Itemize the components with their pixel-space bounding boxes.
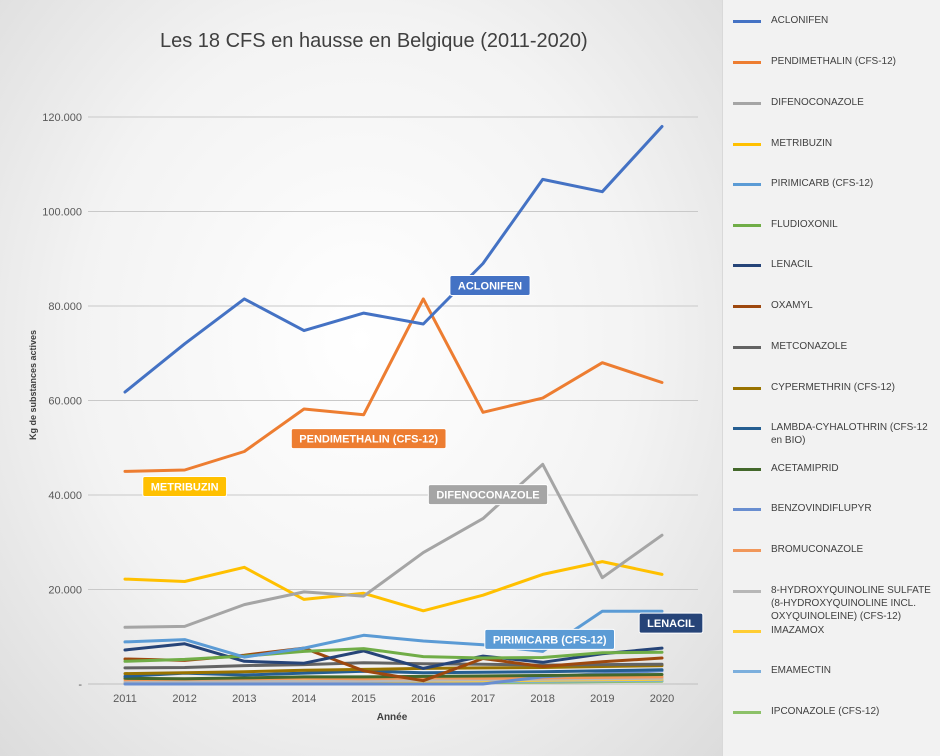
annotation-callout: PENDIMETHALIN (CFS-12) bbox=[290, 428, 447, 450]
x-tick-label: 2015 bbox=[351, 693, 375, 705]
series-line-0 bbox=[123, 125, 664, 394]
annotation-box bbox=[484, 628, 616, 650]
y-tick-label: 40.000 bbox=[48, 490, 82, 502]
series-line-10 bbox=[123, 668, 664, 678]
annotation-callout: METRIBUZIN bbox=[142, 475, 228, 497]
annotation-box bbox=[427, 484, 549, 506]
legend-swatch bbox=[733, 630, 761, 633]
y-tick-label: 20.000 bbox=[48, 585, 82, 597]
x-tick-label: 2013 bbox=[232, 693, 256, 705]
legend-label: OXAMYL bbox=[771, 300, 813, 311]
legend-swatch bbox=[733, 508, 761, 511]
annotation-callout: ACLONIFEN bbox=[449, 274, 531, 296]
legend-label: IMAZAMOX bbox=[771, 625, 825, 636]
legend-swatch bbox=[733, 711, 761, 714]
annotation-callout: PIRIMICARB (CFS-12) bbox=[484, 628, 616, 650]
series-line-9 bbox=[123, 664, 664, 676]
series-line-1 bbox=[123, 297, 664, 473]
annotation-box bbox=[290, 428, 447, 450]
x-tick-label: 2017 bbox=[471, 693, 495, 705]
legend-swatch bbox=[733, 102, 761, 105]
legend-swatch bbox=[733, 427, 761, 430]
annotation-callout: DIFENOCONAZOLE bbox=[427, 484, 549, 506]
legend-swatch bbox=[733, 183, 761, 186]
chart-title: Les 18 CFS en hausse en Belgique (2011-2… bbox=[160, 30, 588, 52]
legend-label: ACETAMIPRID bbox=[771, 463, 839, 474]
annotation-label: DIFENOCONAZOLE bbox=[436, 490, 539, 502]
legend-label: LENACIL bbox=[771, 259, 813, 270]
y-tick-label: 80.000 bbox=[48, 301, 82, 313]
x-tick-label: 2018 bbox=[530, 693, 554, 705]
legend-label: IPCONAZOLE (CFS-12) bbox=[771, 706, 880, 717]
legend-label: ACLONIFEN bbox=[771, 15, 829, 26]
x-tick-label: 2020 bbox=[650, 693, 674, 705]
y-tick-label: 60.000 bbox=[48, 396, 82, 408]
legend-swatch bbox=[733, 549, 761, 552]
x-tick-label: 2019 bbox=[590, 693, 614, 705]
legend-swatch bbox=[733, 305, 761, 308]
annotation-box bbox=[449, 274, 531, 296]
annotation-label: METRIBUZIN bbox=[151, 481, 219, 493]
series-line-3 bbox=[123, 560, 664, 613]
annotation-box bbox=[142, 475, 228, 497]
legend-swatch bbox=[733, 143, 761, 146]
legend-label: BROMUCONAZOLE bbox=[771, 544, 864, 555]
legend-label: EMAMECTIN bbox=[771, 665, 831, 676]
legend-label: 8-HYDROXYQUINOLINE SULFATE (8-HYDROXYQUI… bbox=[771, 585, 931, 622]
x-tick-label: 2012 bbox=[172, 693, 196, 705]
legend-swatch bbox=[733, 20, 761, 23]
annotation-box bbox=[638, 612, 704, 634]
y-axis-title: Kg de substances actives bbox=[28, 330, 38, 440]
legend-swatch bbox=[733, 387, 761, 390]
y-tick-label: 100.000 bbox=[42, 207, 82, 219]
legend-swatch bbox=[733, 61, 761, 64]
annotation-label: ACLONIFEN bbox=[458, 280, 522, 292]
x-tick-label: 2011 bbox=[113, 693, 137, 705]
annotation-callout: LENACIL bbox=[638, 612, 704, 634]
legend-label: FLUDIOXONIL bbox=[771, 219, 838, 230]
legend-swatch bbox=[733, 670, 761, 673]
annotation-label: PENDIMETHALIN (CFS-12) bbox=[299, 434, 438, 446]
legend-label: LAMBDA-CYHALOTHRIN (CFS-12 en BIO) bbox=[771, 422, 928, 446]
y-tick-label: 120.000 bbox=[42, 112, 82, 124]
legend-label: CYPERMETHRIN (CFS-12) bbox=[771, 382, 895, 393]
series-line-5 bbox=[123, 647, 664, 663]
legend-label: PENDIMETHALIN (CFS-12) bbox=[771, 56, 897, 67]
annotation-label: LENACIL bbox=[647, 618, 695, 630]
x-axis-title: Année bbox=[377, 712, 408, 723]
legend-label: BENZOVINDIFLUPYR bbox=[771, 503, 872, 514]
legend-swatch bbox=[733, 264, 761, 267]
annotation-label: PIRIMICARB (CFS-12) bbox=[493, 634, 607, 646]
x-tick-label: 2014 bbox=[292, 693, 316, 705]
y-tick-label: - bbox=[78, 679, 82, 691]
x-tick-label: 2016 bbox=[411, 693, 435, 705]
legend-label: METRIBUZIN bbox=[771, 138, 833, 149]
legend-swatch bbox=[733, 468, 761, 471]
legend: ACLONIFEN PENDIMETHALIN (CFS-12) DIFENOCON… bbox=[722, 0, 940, 756]
legend-label: PIRIMICARB (CFS-12) bbox=[771, 178, 874, 189]
line-chart: - 20.000 40.000 60.000 80.000 100.000 120.000 2… bbox=[28, 112, 704, 723]
legend-swatch bbox=[733, 346, 761, 349]
legend-label: DIFENOCONAZOLE bbox=[771, 97, 864, 108]
legend-swatch bbox=[733, 224, 761, 227]
legend-swatch bbox=[733, 590, 761, 593]
legend-label: METCONAZOLE bbox=[771, 341, 848, 352]
series-line-2 bbox=[123, 462, 664, 629]
series-line-6 bbox=[123, 642, 664, 670]
